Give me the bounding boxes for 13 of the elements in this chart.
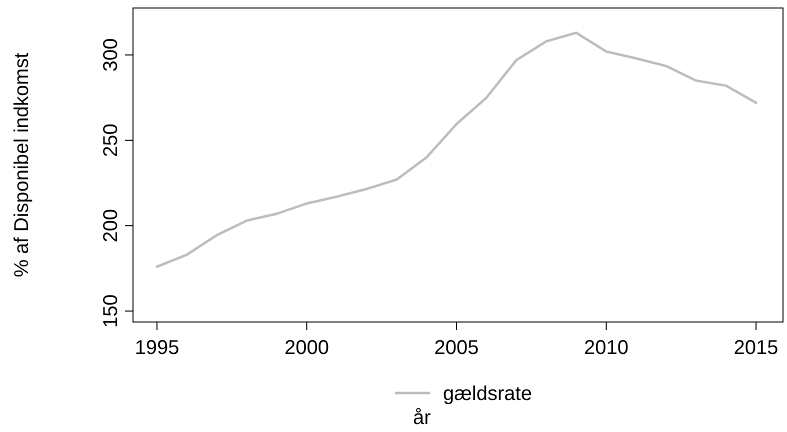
x-tick-label: 1995 [134, 337, 180, 359]
x-tick-label: 2000 [284, 337, 329, 359]
y-tick-label: 200 [100, 209, 122, 242]
y-tick-label: 150 [100, 294, 122, 328]
legend-label: gældsrate [443, 383, 532, 405]
line-series [156, 32, 758, 268]
x-axis-title: år [413, 407, 432, 429]
y-tick-label: 250 [100, 124, 122, 158]
x-tick-label: 2010 [584, 337, 629, 359]
x-tick-label: 2005 [434, 337, 479, 359]
y-axis-title: % af Disponibel indkomst [11, 52, 33, 278]
x-tick-label: 2015 [734, 337, 778, 359]
y-tick-label: 300 [100, 38, 122, 72]
